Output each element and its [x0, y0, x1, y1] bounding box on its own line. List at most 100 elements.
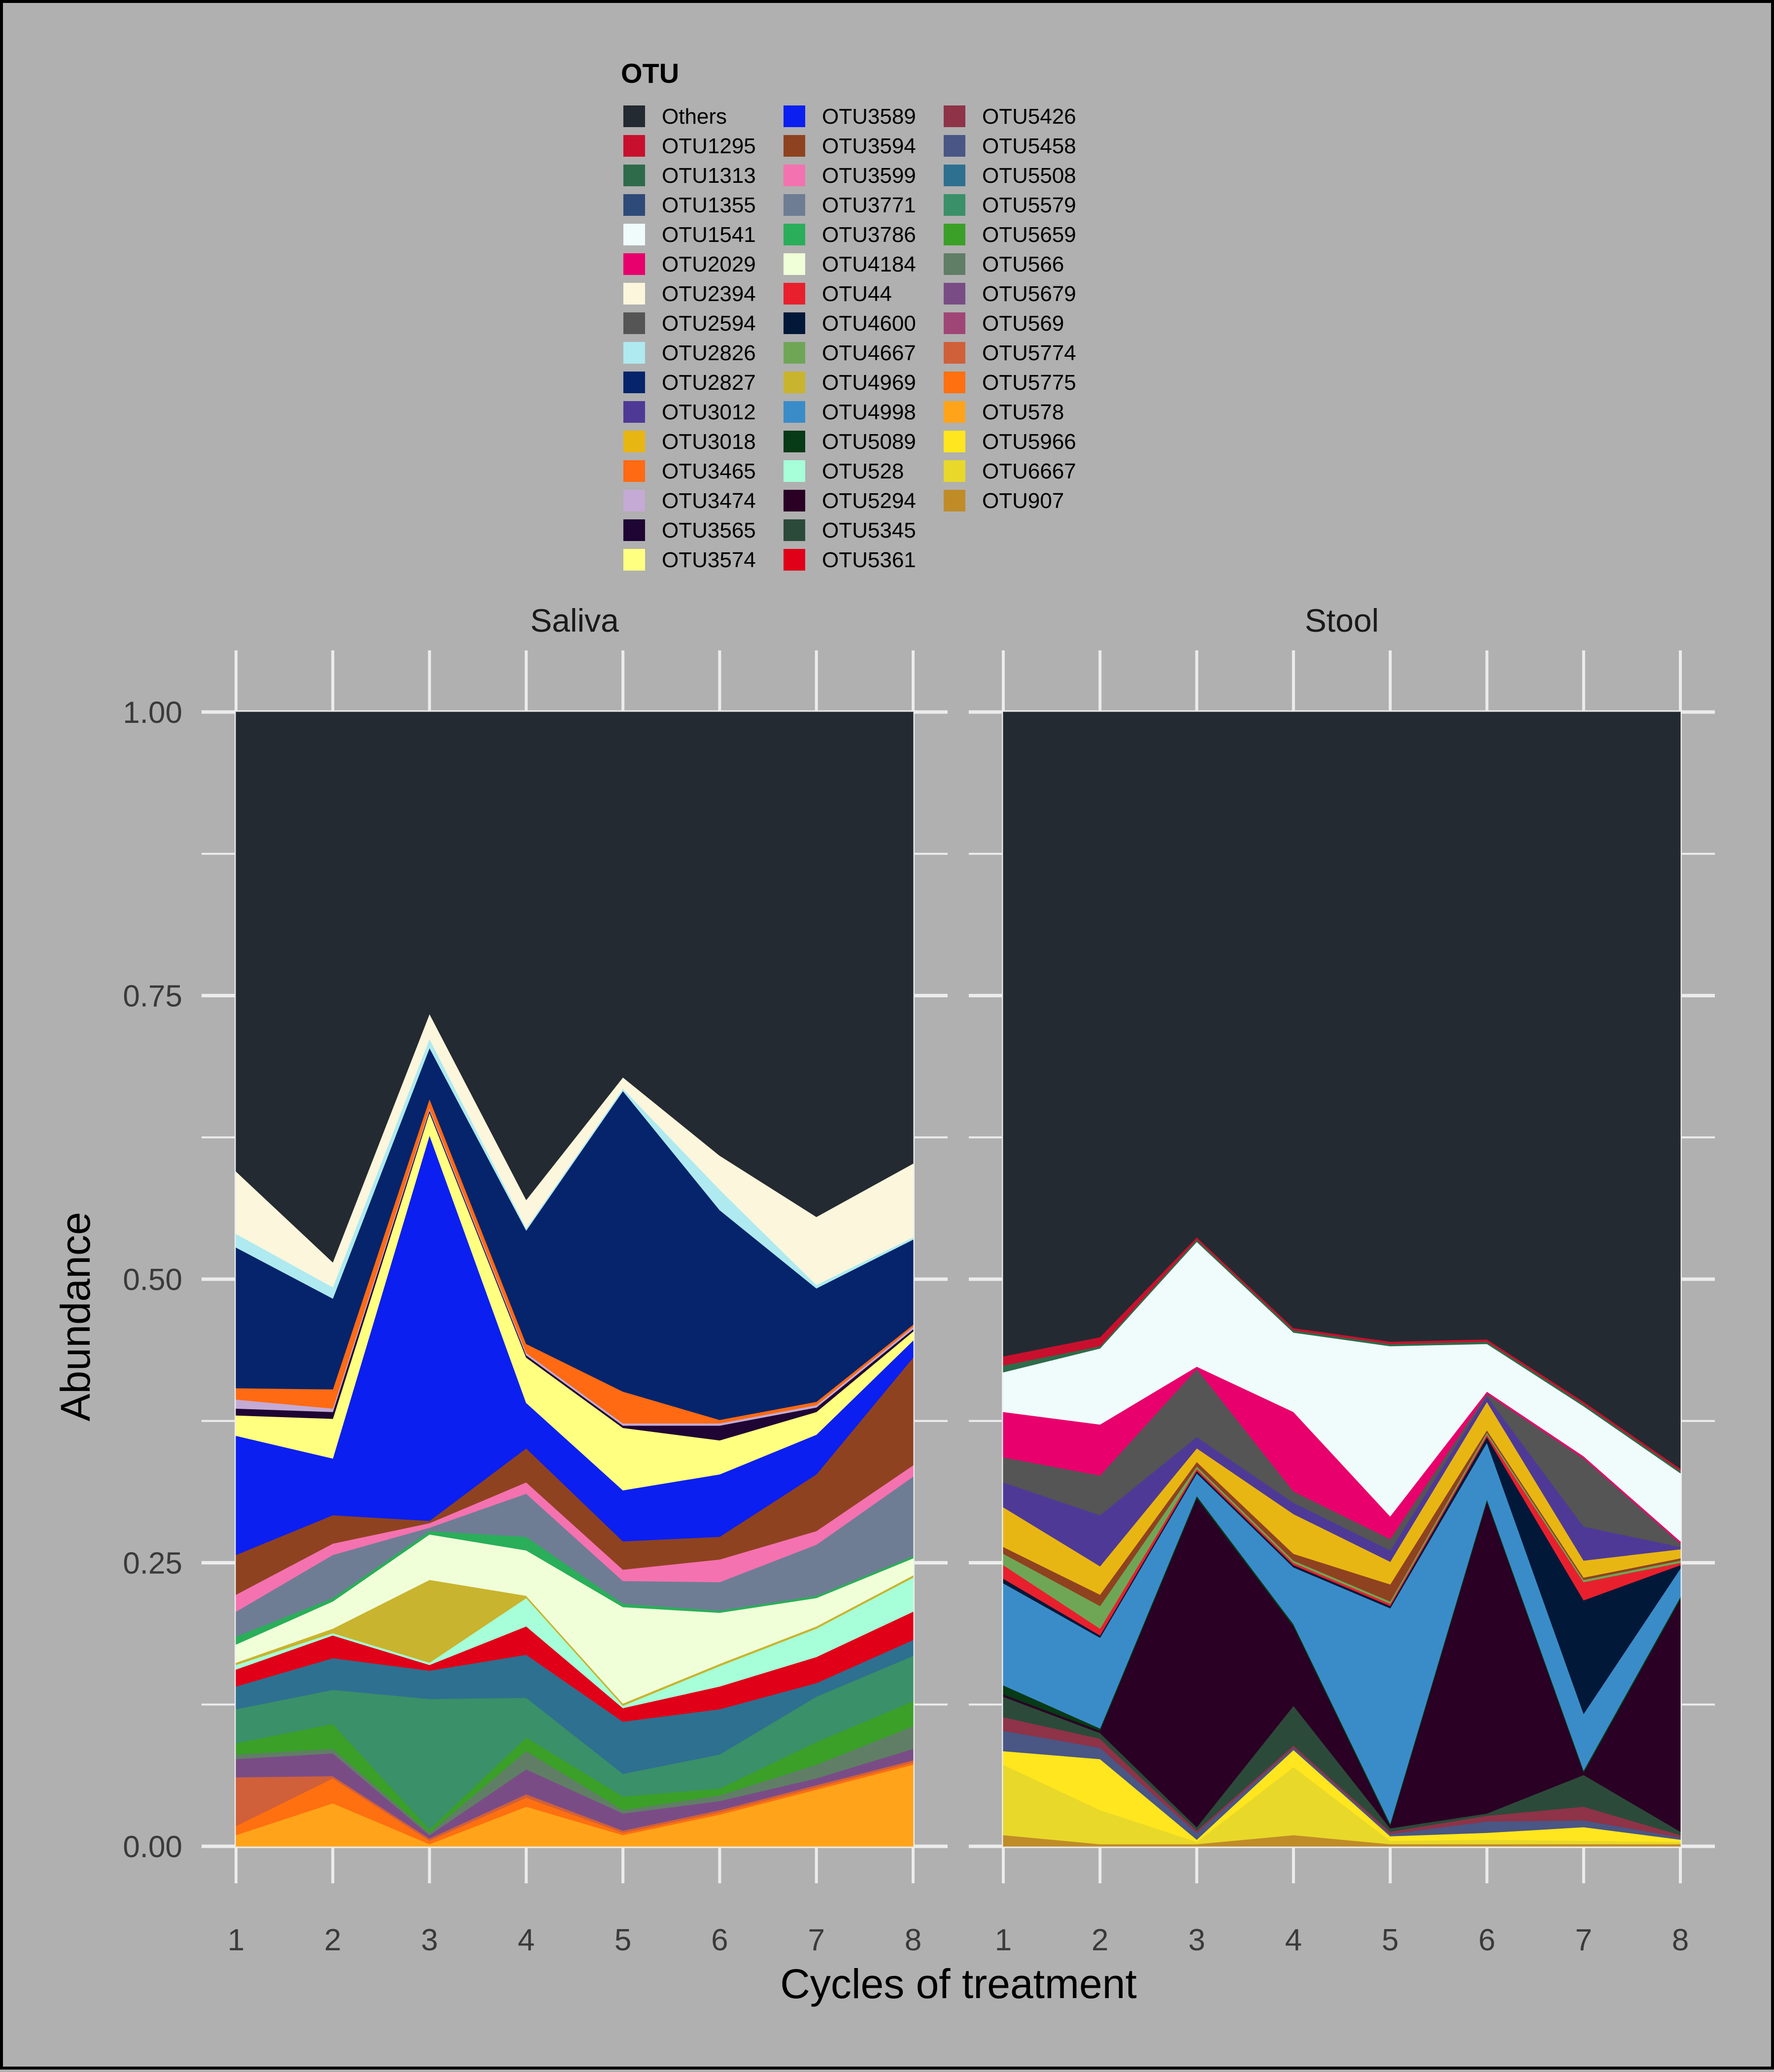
- legend-label-otu4998: OTU4998: [822, 400, 916, 424]
- legend-label-otu3574: OTU3574: [662, 548, 756, 572]
- legend-swatch-otu2394: [623, 283, 645, 305]
- legend-swatch-otu2826: [623, 342, 645, 364]
- legend-label-otu5579: OTU5579: [982, 193, 1076, 217]
- legend-swatch-otu5966: [944, 431, 965, 452]
- legend-swatch-otu3012: [623, 401, 645, 423]
- legend-swatch-otu1313: [623, 165, 645, 186]
- legend-swatch-otu5294: [784, 490, 805, 511]
- x-ticks-stool: 1 2 3 4 5 6 7 8: [995, 1923, 1689, 1957]
- legend-label-otu3599: OTU3599: [822, 164, 916, 188]
- legend-swatch-otu5659: [944, 224, 965, 245]
- legend-swatch-otu2594: [623, 312, 645, 334]
- y-tick-label-0-00: 0.00: [123, 1830, 182, 1864]
- legend-swatch-otu1541: [623, 224, 645, 245]
- legend-label-otu3465: OTU3465: [662, 459, 756, 483]
- legend-swatch-others: [623, 105, 645, 127]
- x-tick-label-saliva-8: 8: [905, 1923, 921, 1957]
- legend-title: OTU: [621, 58, 679, 89]
- legend-label-otu1355: OTU1355: [662, 193, 756, 217]
- legend-label-otu3771: OTU3771: [822, 193, 916, 217]
- legend-swatch-otu4969: [784, 372, 805, 393]
- x-ticks-saliva: 1 2 3 4 5 6 7 8: [228, 1923, 921, 1957]
- x-tick-label-stool-3: 3: [1188, 1923, 1205, 1957]
- legend-label-otu907: OTU907: [982, 489, 1064, 513]
- legend-swatch-otu3786: [784, 224, 805, 245]
- y-axis: 0.00 0.25 0.50 0.75 1.00: [123, 696, 182, 1864]
- legend-swatch-otu5774: [944, 342, 965, 364]
- legend-label-otu3589: OTU3589: [822, 104, 916, 129]
- legend-label-otu6667: OTU6667: [982, 459, 1076, 483]
- legend-label-otu3565: OTU3565: [662, 518, 756, 543]
- legend: OTU Others OTU1295 OTU1313 OTU1355 OTU1541 OT…: [621, 58, 1076, 572]
- legend-swatch-otu3018: [623, 431, 645, 452]
- x-tick-label-stool-2: 2: [1092, 1923, 1108, 1957]
- legend-swatch-otu5579: [944, 194, 965, 216]
- y-tick-label-0-75: 0.75: [123, 980, 182, 1014]
- x-tick-label-saliva-7: 7: [808, 1923, 824, 1957]
- legend-swatch-otu566: [944, 253, 965, 275]
- y-axis-label: Abundance: [52, 1212, 99, 1421]
- legend-label-otu5679: OTU5679: [982, 282, 1076, 306]
- legend-label-otu5426: OTU5426: [982, 104, 1076, 129]
- x-tick-label-saliva-2: 2: [324, 1923, 341, 1957]
- legend-label-otu5774: OTU5774: [982, 341, 1076, 365]
- legend-label-otu528: OTU528: [822, 459, 904, 483]
- legend-label-otu5345: OTU5345: [822, 518, 916, 543]
- legend-label-otu4600: OTU4600: [822, 311, 916, 336]
- legend-label-otu4667: OTU4667: [822, 341, 916, 365]
- legend-label-otu3474: OTU3474: [662, 489, 756, 513]
- y-tick-label-0-50: 0.50: [123, 1263, 182, 1297]
- panel-stool: Stool 1 2 3 4 5 6 7 8: [969, 602, 1715, 1957]
- legend-swatch-otu569: [944, 312, 965, 334]
- x-tick-label-stool-4: 4: [1285, 1923, 1302, 1957]
- panel-title-saliva: Saliva: [530, 602, 619, 639]
- legend-label-otu5966: OTU5966: [982, 430, 1076, 454]
- legend-swatch-otu5775: [944, 372, 965, 393]
- area-stool-others: [1003, 712, 1681, 1469]
- legend-swatch-otu5508: [944, 165, 965, 186]
- legend-label-otu2594: OTU2594: [662, 311, 756, 336]
- legend-swatch-otu4667: [784, 342, 805, 364]
- legend-swatch-otu44: [784, 283, 805, 305]
- x-tick-label-stool-1: 1: [995, 1923, 1012, 1957]
- x-tick-label-saliva-6: 6: [711, 1923, 728, 1957]
- legend-label-otu578: OTU578: [982, 400, 1064, 424]
- legend-swatch-otu3574: [623, 549, 645, 571]
- legend-label-otu5089: OTU5089: [822, 430, 916, 454]
- legend-label-otu3012: OTU3012: [662, 400, 756, 424]
- legend-swatch-otu3474: [623, 490, 645, 511]
- x-tick-label-saliva-3: 3: [421, 1923, 438, 1957]
- legend-label-otu1541: OTU1541: [662, 223, 756, 247]
- x-tick-label-saliva-5: 5: [614, 1923, 631, 1957]
- legend-swatch-otu5361: [784, 549, 805, 571]
- legend-swatch-otu5089: [784, 431, 805, 452]
- legend-items: Others OTU1295 OTU1313 OTU1355 OTU1541 OTU202…: [623, 104, 1076, 572]
- legend-swatch-otu4184: [784, 253, 805, 275]
- legend-label-otu44: OTU44: [822, 282, 892, 306]
- legend-swatch-otu3594: [784, 135, 805, 157]
- legend-label-otu5361: OTU5361: [822, 548, 916, 572]
- legend-swatch-otu528: [784, 460, 805, 482]
- legend-label-otu4969: OTU4969: [822, 371, 916, 395]
- legend-swatch-otu4998: [784, 401, 805, 423]
- legend-swatch-otu3565: [623, 519, 645, 541]
- legend-swatch-otu1295: [623, 135, 645, 157]
- legend-swatch-otu3599: [784, 165, 805, 186]
- legend-swatch-otu4600: [784, 312, 805, 334]
- legend-label-otu4184: OTU4184: [822, 252, 916, 276]
- x-tick-label-stool-8: 8: [1672, 1923, 1689, 1957]
- legend-swatch-otu5426: [944, 105, 965, 127]
- legend-swatch-otu3465: [623, 460, 645, 482]
- x-tick-label-stool-6: 6: [1478, 1923, 1495, 1957]
- legend-label-otu5294: OTU5294: [822, 489, 916, 513]
- legend-swatch-otu907: [944, 490, 965, 511]
- legend-label-otu2394: OTU2394: [662, 282, 756, 306]
- legend-label-otu1295: OTU1295: [662, 134, 756, 158]
- area-saliva-others: [236, 712, 914, 1262]
- area-stack-saliva: [236, 712, 914, 1847]
- legend-label-otu3786: OTU3786: [822, 223, 916, 247]
- legend-label-otu5458: OTU5458: [982, 134, 1076, 158]
- x-tick-label-saliva-4: 4: [518, 1923, 535, 1957]
